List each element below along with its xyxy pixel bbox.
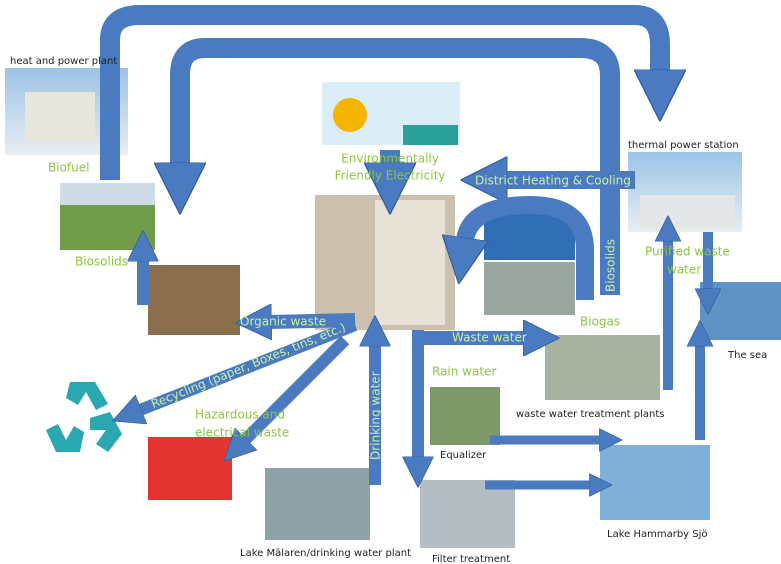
- arrows: [100, 5, 708, 485]
- flow-label: Hazardous and: [195, 408, 285, 422]
- flow-label: Biosolids: [604, 239, 618, 292]
- hammarby-image: [600, 445, 710, 520]
- node-label: waste water treatment plants: [516, 409, 665, 420]
- flow-label: Purified waste: [645, 245, 730, 259]
- bus-image: [484, 213, 575, 260]
- node-label: Biofuel: [48, 161, 89, 175]
- flow-label: Environmentally: [341, 152, 439, 166]
- flow-label: Friendly Electricity: [335, 169, 446, 183]
- recycle-icon: [46, 382, 122, 452]
- basket-image: [148, 437, 232, 500]
- arrow: [245, 335, 350, 440]
- arrow: [100, 5, 660, 180]
- node-label: Lake Hammarby Sjö: [607, 529, 708, 540]
- flow-label: electrical waste: [195, 426, 289, 440]
- filter-image: [420, 480, 515, 548]
- flow-label: Waste water: [452, 331, 527, 345]
- thermal-building: [640, 195, 735, 227]
- arrow: [180, 38, 620, 295]
- node-label: thermal power station: [628, 140, 739, 151]
- flow-label: District Heating & Cooling: [475, 174, 631, 188]
- flow-label: Biogas: [580, 315, 620, 329]
- node-label: The sea: [727, 350, 767, 361]
- node-label: Equalizer: [440, 450, 487, 461]
- flow-label: Drinking water: [369, 371, 383, 460]
- treatment-image: [545, 335, 660, 400]
- sun: [333, 98, 367, 132]
- sea-image: [700, 282, 781, 340]
- water-icon: [403, 125, 458, 145]
- images: [5, 68, 781, 548]
- node-label: Lake Mälaren/drinking water plant: [240, 548, 411, 559]
- soil-image: [148, 265, 240, 335]
- field-sky: [60, 183, 155, 205]
- equalizer-image: [430, 387, 500, 445]
- flow-label: water: [667, 263, 701, 277]
- malaren-image: [265, 468, 370, 540]
- flow-label: Organic waste: [240, 315, 326, 329]
- arrow: [270, 320, 356, 322]
- node-label: heat and power plant: [10, 56, 117, 67]
- car-image: [484, 262, 575, 315]
- arrow: [140, 319, 358, 410]
- flow-label: Rain water: [432, 365, 496, 379]
- facade: [375, 200, 445, 325]
- arrow: [465, 195, 594, 300]
- building: [25, 92, 95, 142]
- node-label: Biosolids: [75, 255, 128, 269]
- node-label: Filter treatment: [432, 554, 510, 564]
